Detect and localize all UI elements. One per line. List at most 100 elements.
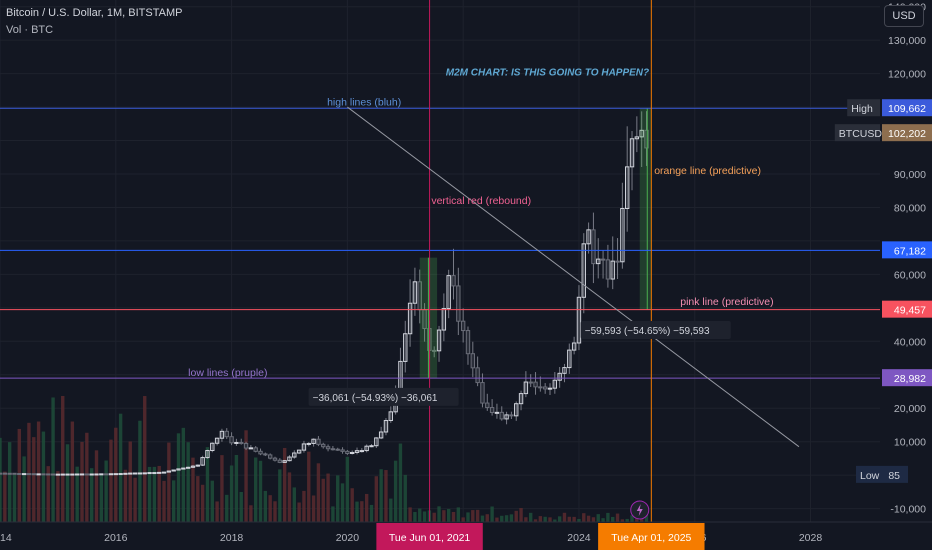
time-tick-label: 2018 — [220, 532, 244, 544]
volume-bar — [133, 477, 137, 522]
candle — [485, 402, 490, 409]
candle — [21, 473, 27, 476]
time-tick-label: 2014 — [0, 532, 12, 544]
volume-bar — [176, 433, 181, 522]
volume-bar — [287, 472, 292, 522]
candle — [210, 442, 215, 452]
volume-bar — [109, 439, 113, 522]
volume-bar — [104, 460, 108, 522]
candle — [465, 330, 471, 355]
price-tick-label: 20,000 — [894, 403, 926, 415]
volume-bar — [234, 455, 239, 522]
candle — [567, 349, 572, 369]
volume-bar — [0, 437, 2, 522]
candle — [644, 129, 649, 149]
candle — [46, 473, 51, 476]
volume-bar — [495, 517, 499, 522]
volume-bar — [355, 501, 359, 522]
low-label: Low — [860, 470, 880, 482]
candle — [480, 382, 485, 404]
volume-bar — [181, 427, 186, 522]
volume-bar — [61, 395, 65, 522]
currency-button[interactable]: USD — [884, 5, 924, 27]
candle — [499, 411, 504, 420]
candle — [190, 465, 196, 468]
time-tick-label: 2024 — [567, 532, 591, 544]
price-label: 49,457 — [894, 305, 926, 317]
volume-bar — [89, 468, 94, 522]
candle — [340, 449, 345, 452]
volume-bar — [374, 476, 379, 522]
candle — [600, 258, 606, 261]
volume-bar — [239, 491, 243, 522]
volume-bar — [635, 517, 639, 522]
date-tag: Tue Jun 01, 2021 — [389, 532, 470, 544]
volume-bar — [302, 490, 306, 522]
price-tick-label: 90,000 — [894, 169, 926, 181]
time-tick-label: 2020 — [336, 532, 360, 544]
volume-bar — [350, 488, 354, 522]
volume-bar — [485, 514, 489, 522]
candle — [26, 473, 32, 476]
candle — [296, 449, 302, 454]
volume-bar — [22, 456, 26, 522]
volume-bar — [432, 512, 436, 522]
price-label-bg — [882, 124, 932, 142]
candle — [7, 472, 12, 475]
candle — [214, 437, 220, 444]
candle — [89, 473, 94, 476]
volume-bar — [331, 506, 335, 522]
price-label-bg — [882, 241, 932, 259]
candle — [547, 387, 553, 390]
candle — [446, 275, 451, 310]
candle — [103, 473, 109, 476]
volume-bar — [389, 498, 393, 522]
volume-bar — [446, 508, 451, 522]
candle — [523, 381, 529, 395]
candle — [591, 229, 596, 265]
candle — [301, 443, 307, 451]
volume-bar — [456, 507, 461, 522]
candle — [542, 386, 548, 390]
volume-bar — [625, 518, 629, 522]
volume-bar — [263, 490, 268, 522]
volume-bar — [85, 432, 89, 522]
candle — [403, 333, 408, 362]
candle — [41, 473, 46, 476]
candle — [108, 473, 114, 476]
volume-bar — [171, 480, 176, 522]
annotation-label: high lines (bluh) — [327, 96, 401, 108]
volume-bar — [32, 437, 36, 522]
candle — [287, 456, 292, 462]
candle — [176, 468, 181, 471]
volume-bar — [461, 517, 465, 522]
candle — [79, 473, 85, 476]
volume-bar — [582, 513, 586, 522]
candle — [55, 473, 61, 476]
volume-bar — [519, 508, 523, 522]
candle — [263, 453, 268, 456]
candle — [451, 275, 456, 287]
measure-label-bg — [580, 320, 731, 339]
volume-bar — [606, 512, 610, 522]
volume-bar — [611, 516, 615, 522]
candle — [200, 457, 205, 466]
price-tick-label: 60,000 — [894, 269, 926, 281]
price-label-bg — [882, 369, 932, 387]
volume-bar — [615, 513, 620, 522]
volume-bar — [162, 480, 166, 522]
candle — [224, 430, 229, 438]
volume-bar — [56, 471, 60, 522]
chart-title: M2M CHART: IS THIS GOING TO HAPPEN? — [446, 67, 649, 78]
price-tick-label: 80,000 — [894, 202, 926, 214]
volume-bar — [321, 478, 325, 522]
candle — [432, 349, 437, 352]
volume-bar — [340, 483, 345, 522]
candle — [460, 320, 466, 332]
candle — [494, 411, 500, 414]
volume-bar — [254, 457, 258, 522]
volume-bar — [514, 510, 518, 522]
annotation-label: pink line (predictive) — [680, 296, 773, 308]
